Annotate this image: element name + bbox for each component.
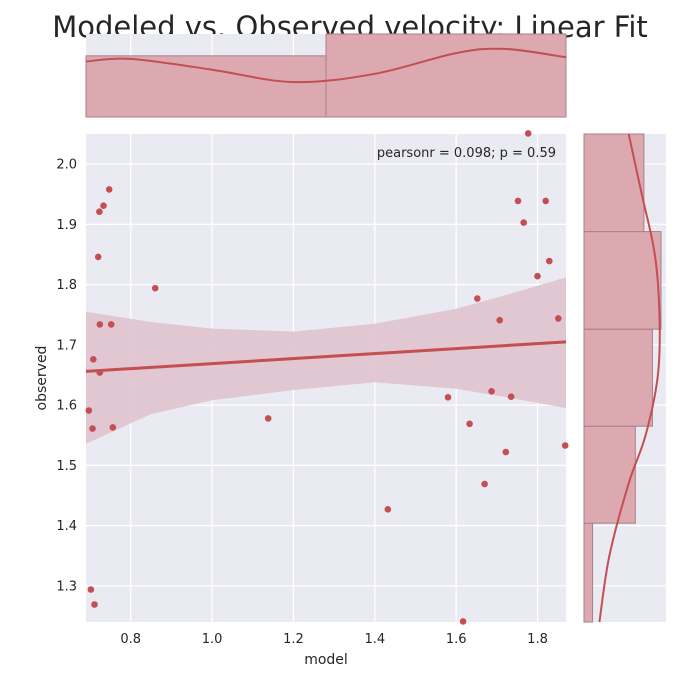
scatter-point-0 [105, 186, 113, 193]
scatter-point-23 [502, 448, 510, 456]
y-tick-labels: 1.3 1.4 1.5 1.6 1.7 1.8 1.9 2.0 [56, 158, 77, 595]
x-tick-label: 1.8 [527, 632, 548, 647]
x-tick-label: 1.4 [364, 632, 385, 647]
y-tick-label: 1.6 [56, 399, 77, 414]
main-scatter-plot: 0.8 1.0 1.2 1.4 1.6 1.8 1.3 1.4 1.5 1.6 1.7 1.8 1.9… [34, 130, 569, 668]
scatter-point-18 [466, 420, 473, 428]
scatter-point-32 [561, 442, 569, 449]
right-hist-bar-3 [583, 231, 662, 330]
y-tick-label: 1.5 [56, 459, 77, 474]
scatter-point-13 [87, 586, 95, 593]
scatter-point-5 [96, 321, 104, 328]
y-tick-label: 1.3 [56, 579, 77, 594]
x-axis-label: model [304, 652, 348, 668]
scatter-point-26 [520, 219, 527, 226]
x-tick-label: 1.2 [283, 632, 304, 647]
scatter-point-7 [90, 356, 97, 363]
right-hist-bar-1 [583, 425, 636, 524]
right-hist-bar-4 [583, 133, 645, 233]
scatter-point-29 [542, 197, 549, 205]
y-tick-label: 1.9 [56, 218, 77, 233]
top-marginal-kde-line [85, 47, 567, 84]
scatter-point-22 [496, 316, 504, 324]
scatter-point-2 [96, 208, 103, 215]
y-tick-label: 1.4 [56, 519, 77, 534]
right-hist-bar-0 [583, 522, 594, 623]
scatter-point-3 [94, 253, 102, 261]
scatter-point-24 [507, 393, 515, 401]
regression-line [85, 340, 567, 373]
scatter-point-9 [85, 407, 93, 414]
scatter-point-1 [100, 202, 107, 209]
x-tick-labels: 0.8 1.0 1.2 1.4 1.6 1.8 [120, 632, 547, 647]
scatter-point-14 [91, 601, 98, 608]
top-marginal-histogram [85, 33, 567, 118]
x-tick-label: 1.6 [446, 632, 467, 647]
y-tick-label: 2.0 [56, 158, 77, 173]
scatter-point-30 [546, 257, 553, 265]
x-tick-label: 1.0 [202, 632, 223, 647]
scatter-point-25 [514, 197, 522, 205]
y-tick-label: 1.7 [56, 338, 77, 353]
scatter-point-12 [264, 415, 272, 422]
right-marginal-histogram [583, 133, 666, 623]
confidence-band [86, 277, 566, 444]
scatter-point-10 [89, 425, 96, 432]
scatter-point-27 [524, 130, 532, 137]
scatter-point-4 [151, 284, 159, 292]
scatter-point-21 [488, 388, 495, 395]
scatter-point-11 [109, 424, 117, 431]
x-tick-label: 0.8 [120, 632, 141, 647]
scatter-point-28 [534, 272, 541, 280]
scatter-point-19 [481, 480, 488, 488]
top-hist-bar-0 [85, 55, 327, 118]
scatter-point-16 [459, 618, 467, 625]
scatter-point-31 [555, 315, 562, 322]
scatter-point-6 [107, 321, 115, 328]
y-tick-label: 1.8 [56, 278, 77, 293]
scatter-point-20 [474, 295, 481, 302]
right-hist-bar-2 [583, 328, 653, 427]
scatter-point-15 [384, 506, 392, 513]
scatter-points [85, 130, 569, 625]
scatter-point-17 [444, 394, 452, 401]
right-marginal-kde-line [598, 133, 661, 623]
pearson-annotation: pearsonr = 0.098; p = 0.59 [377, 146, 556, 161]
y-axis-label: observed [34, 346, 50, 411]
